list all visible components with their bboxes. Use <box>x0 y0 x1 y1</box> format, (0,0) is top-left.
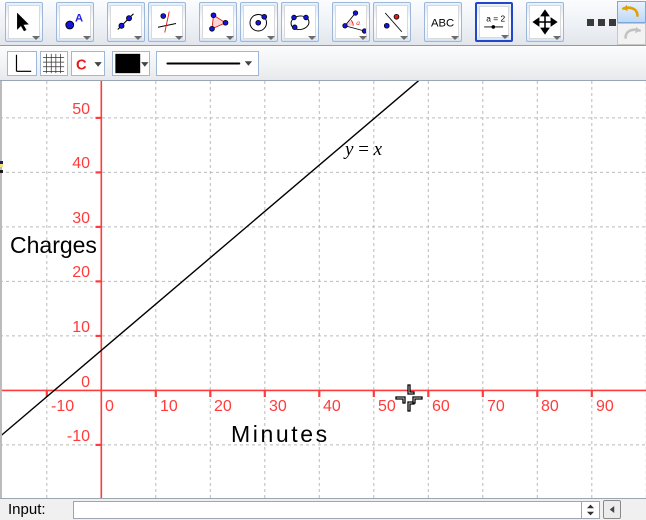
svg-text:A: A <box>75 12 83 24</box>
svg-text:a: a <box>356 18 360 27</box>
svg-text:a = 2: a = 2 <box>486 13 505 23</box>
svg-text:C: C <box>76 57 87 73</box>
svg-text:ABC: ABC <box>431 18 454 30</box>
